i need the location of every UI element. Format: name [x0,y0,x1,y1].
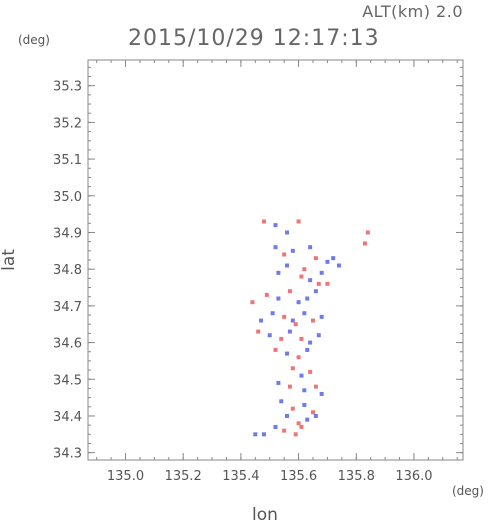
echo-cell [308,369,313,374]
x-tick-label: 136.0 [395,469,432,484]
echo-cell [313,384,318,389]
echo-cell [250,300,255,305]
echo-cell [264,292,269,297]
echo-cell [313,289,318,294]
altitude-label: ALT(km) 2.0 [362,2,463,21]
echo-cell [362,241,367,246]
echo-cell [273,347,278,352]
echo-cell [256,329,261,334]
echo-cell [308,340,313,345]
echo-cell [308,245,313,250]
plot-frame [87,59,464,461]
echo-cell [296,421,301,426]
echo-cell [285,413,290,418]
echo-cell [287,329,292,334]
y-tick-label: 35.2 [53,116,82,131]
x-tick-label: 135.8 [338,469,375,484]
echo-cell [276,296,281,301]
echo-cell [365,230,370,235]
echo-cell [302,311,307,316]
echo-cell [287,289,292,294]
echo-cell [313,413,318,418]
chart-title: 2015/10/29 12:17:13 [128,26,380,51]
echo-cell [299,373,304,378]
x-tick-label: 135.4 [222,469,259,484]
y-tick-label: 34.3 [53,447,82,462]
echo-cell [290,248,295,253]
echo-cell [290,318,295,323]
y-tick-label: 34.9 [53,226,82,241]
echo-cell [302,267,307,272]
echo-cell [276,380,281,385]
echo-cell [296,219,301,224]
echo-cell [273,424,278,429]
x-axis-label: lon [252,505,278,521]
echo-cell [305,417,310,422]
echo-cell [331,256,336,261]
echo-cell [276,270,281,275]
echo-cell [290,406,295,411]
echo-cell [308,278,313,283]
echo-cell [296,355,301,360]
echo-cell [270,311,275,316]
echo-cell [285,263,290,268]
echo-cell [290,366,295,371]
x-tick-label: 135.2 [165,469,202,484]
y-tick-label: 35.0 [53,190,82,205]
echo-cell [293,322,298,327]
y-tick-label: 34.4 [53,410,82,425]
echo-cell [305,296,310,301]
echo-cell [319,391,324,396]
echo-cell [336,263,341,268]
echo-cell [316,333,321,338]
echo-cell [267,333,272,338]
echo-cell [285,230,290,235]
echo-cell [325,259,330,264]
echo-cell [325,281,330,286]
x-tick-label: 135.0 [107,469,144,484]
echo-cell [319,314,324,319]
y-tick-label: 34.5 [53,373,82,388]
echo-cell [305,347,310,352]
echo-cell [259,318,264,323]
echo-cell [261,219,266,224]
x-tick-label: 135.6 [280,469,317,484]
echo-cell [302,402,307,407]
echo-cell [311,410,315,415]
echo-cell [282,252,287,257]
y-tick-label: 35.3 [53,80,82,95]
echo-cell [279,399,284,404]
echo-cell [313,256,318,261]
echo-cell [299,274,304,279]
y-axis-unit: (deg) [18,33,50,47]
y-tick-label: 34.7 [53,300,82,315]
echo-cell [282,314,287,319]
echo-cell [285,351,290,356]
echo-cell [253,432,258,437]
echo-cells-layer [250,219,370,437]
echo-cell [299,336,304,341]
echo-cell [279,336,284,341]
echo-cell [293,432,298,437]
echo-cell [299,424,304,429]
echo-cell [319,270,324,275]
y-tick-label: 34.6 [53,337,82,352]
echo-cell [261,432,266,437]
echo-cell [273,223,278,228]
y-axis-label: lat [0,249,19,271]
echo-cell [302,388,307,393]
x-axis-unit: (deg) [452,484,484,498]
echo-cell [287,384,292,389]
y-tick-label: 35.1 [53,153,82,168]
echo-cell [316,281,321,286]
echo-cell [273,245,278,250]
y-tick-label: 34.8 [53,263,82,278]
echo-cell [311,318,315,323]
ticks-layer: 135.0 135.2 135.4 135.6 135.8 136.0 34.3 34.4 34… [53,60,463,484]
echo-cell [282,428,287,433]
echo-cell [296,300,301,305]
